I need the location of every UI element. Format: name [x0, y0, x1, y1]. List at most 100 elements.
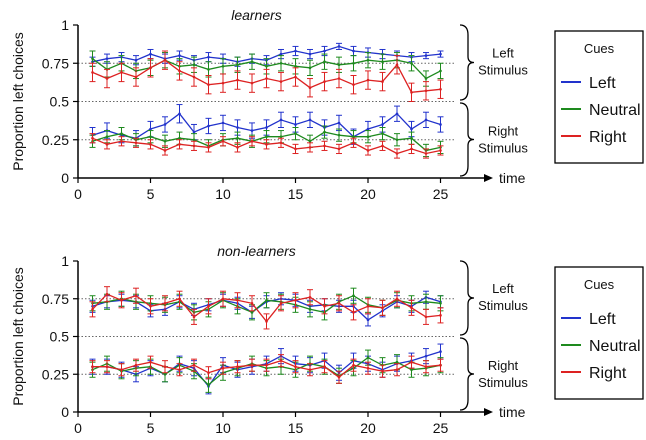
panel-learners: learners Proportion left choices time 0 0.25…	[10, 7, 644, 202]
data-point	[323, 144, 326, 148]
data-point	[250, 301, 254, 305]
data-point	[192, 315, 196, 319]
data-point	[366, 78, 370, 82]
y-tick-label: 0.75	[42, 55, 69, 71]
data-point	[439, 363, 442, 367]
data-point	[207, 55, 210, 59]
x-axis-arrow	[484, 408, 493, 416]
data-point	[381, 369, 384, 373]
data-point	[308, 52, 312, 56]
legend-title: Cues	[584, 41, 615, 56]
data-point	[294, 298, 297, 302]
data-point	[439, 350, 442, 353]
data-point	[308, 66, 312, 70]
data-point	[192, 363, 196, 367]
legend-entry-right: Right	[589, 129, 627, 146]
data-point	[163, 58, 167, 62]
x-tick-label: 5	[147, 186, 155, 202]
data-point	[337, 63, 341, 67]
brace-label: Left	[492, 281, 514, 296]
series-right-right-stimulus	[89, 133, 444, 159]
data-point	[366, 356, 370, 359]
data-point	[337, 147, 341, 151]
data-point	[439, 123, 442, 126]
data-point	[149, 127, 152, 131]
data-point	[366, 149, 370, 152]
x-tick-label: 20	[360, 186, 376, 202]
data-point	[395, 152, 399, 155]
y-tick-label: 1	[61, 253, 69, 269]
data-point	[395, 368, 399, 372]
data-point	[105, 143, 109, 146]
data-point	[279, 301, 283, 305]
data-point	[236, 146, 239, 149]
data-point	[337, 45, 341, 48]
data-point	[105, 135, 109, 138]
data-point	[424, 315, 428, 319]
data-point	[250, 311, 254, 314]
data-point	[207, 146, 210, 149]
data-point	[149, 305, 152, 308]
data-point	[410, 368, 413, 372]
data-point	[163, 372, 167, 376]
y-tick-label: 0.5	[50, 94, 70, 110]
data-point	[424, 77, 428, 80]
data-point	[366, 58, 370, 62]
data-point	[163, 365, 167, 369]
legend-box	[554, 30, 644, 164]
data-point	[236, 365, 239, 369]
data-point	[236, 298, 239, 302]
data-point	[439, 87, 442, 91]
data-point	[265, 135, 268, 138]
data-point	[149, 360, 152, 364]
data-point	[178, 136, 181, 140]
data-point	[178, 69, 181, 73]
x-tick-label: 5	[147, 420, 155, 435]
data-point	[424, 152, 428, 155]
data-point	[265, 65, 268, 68]
data-point	[250, 60, 254, 64]
data-point	[279, 141, 283, 145]
y-tick-label: 0.5	[50, 329, 70, 345]
data-point	[323, 365, 326, 369]
x-tick-label: 10	[215, 420, 231, 435]
data-point	[381, 306, 384, 310]
data-point	[410, 127, 413, 131]
x-tick-label: 0	[74, 186, 82, 202]
y-axis-label: Proportion left choices	[10, 32, 26, 171]
data-point	[192, 144, 196, 148]
data-point	[279, 80, 283, 83]
data-point	[439, 149, 442, 152]
legend: Cues Left Neutral Right	[554, 266, 644, 400]
data-point	[366, 135, 370, 138]
data-point	[366, 127, 370, 131]
data-point	[149, 143, 152, 146]
y-tick-label: 0	[61, 404, 69, 420]
data-point	[395, 63, 399, 67]
data-point	[308, 308, 312, 311]
data-point	[308, 368, 312, 372]
data-point	[250, 129, 254, 132]
data-point	[410, 91, 413, 94]
data-point	[279, 61, 283, 65]
data-point	[352, 294, 355, 298]
data-point	[91, 308, 94, 311]
data-point	[134, 75, 138, 79]
data-point	[424, 354, 428, 358]
data-point	[424, 118, 428, 122]
data-point	[265, 298, 268, 302]
data-point	[439, 314, 442, 317]
data-point	[120, 139, 123, 143]
data-point	[366, 318, 370, 322]
data-point	[366, 305, 370, 308]
data-point	[294, 132, 297, 135]
series-right-left-stimulus	[89, 286, 444, 330]
x-axis-label: time	[499, 404, 526, 420]
data-point	[192, 63, 196, 67]
data-point	[323, 130, 326, 134]
data-point	[221, 366, 225, 370]
data-point	[178, 54, 181, 57]
data-point	[221, 139, 225, 143]
data-point	[207, 83, 210, 86]
data-point	[352, 311, 355, 314]
